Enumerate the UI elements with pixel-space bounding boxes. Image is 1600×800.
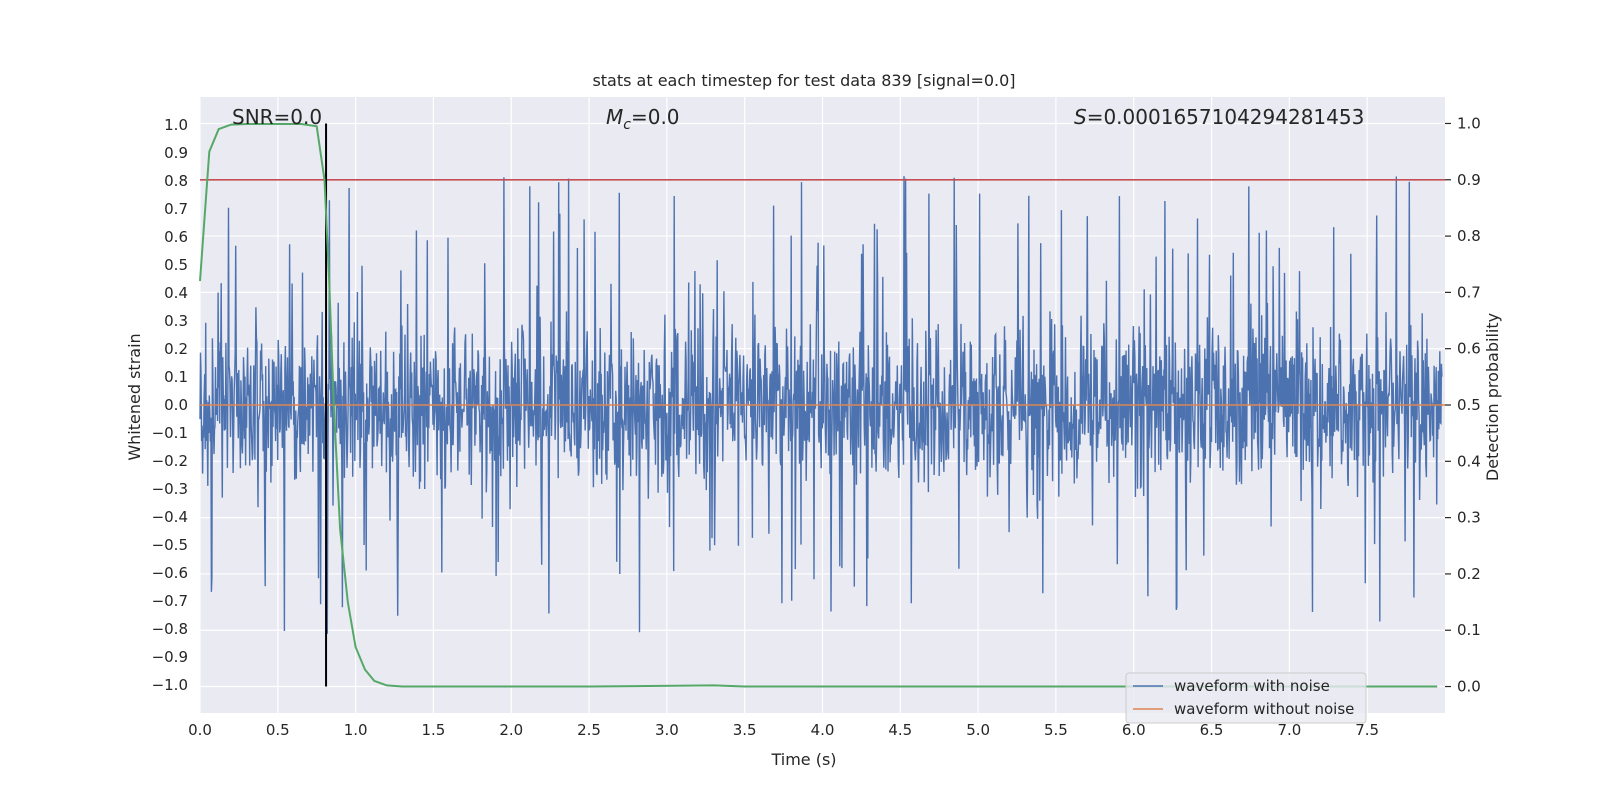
y-tick-label: 0.9 xyxy=(164,144,188,162)
y-tick-label: 0.6 xyxy=(164,228,188,246)
y2-tick-label: 0.5 xyxy=(1457,396,1481,414)
y-tick-label: −0.5 xyxy=(152,536,188,554)
legend: waveform with noise waveform without noi… xyxy=(1125,672,1367,724)
x-tick-label: 4.0 xyxy=(811,721,835,739)
series-waveform-with-noise xyxy=(199,176,1443,634)
mc-annotation: Mc=0.0 xyxy=(606,105,680,133)
y2-tick-label: 0.2 xyxy=(1457,565,1481,583)
y2-tick-label: 0.9 xyxy=(1457,171,1481,189)
y-tick-label: 0.3 xyxy=(164,312,188,330)
y-tick-label: −0.6 xyxy=(152,564,188,582)
y2-axis-label: Detection probability xyxy=(1483,313,1502,481)
x-axis-label: Time (s) xyxy=(770,750,836,769)
mc-subscript: c xyxy=(623,117,631,133)
x-tick-label: 4.5 xyxy=(888,721,912,739)
y-tick-label: 0.5 xyxy=(164,256,188,274)
s-value: =0.0001657104294281453 xyxy=(1087,105,1365,129)
y-tick-label: −1.0 xyxy=(152,676,188,694)
legend-label-noise: waveform with noise xyxy=(1174,677,1330,695)
chart-title: stats at each timestep for test data 839… xyxy=(592,71,1015,90)
snr-annotation: SNR=0.0 xyxy=(232,105,322,129)
x-tick-label: 0.5 xyxy=(266,721,290,739)
x-tick-label: 6.5 xyxy=(1200,721,1224,739)
x-tick-label: 3.5 xyxy=(733,721,757,739)
x-tick-label: 5.5 xyxy=(1044,721,1068,739)
y2-tick-label: 0.0 xyxy=(1457,678,1481,696)
y-tick-label: 0.1 xyxy=(164,368,188,386)
x-tick-label: 2.5 xyxy=(577,721,601,739)
y2-tick-label: 1.0 xyxy=(1457,114,1481,132)
x-tick-label: 6.0 xyxy=(1122,721,1146,739)
y-tick-label: 0.2 xyxy=(164,340,188,358)
y-tick-label: −0.3 xyxy=(152,480,188,498)
x-tick-label: 1.5 xyxy=(422,721,446,739)
x-tick-label: 5.0 xyxy=(966,721,990,739)
x-tick-label: 7.5 xyxy=(1355,721,1379,739)
s-symbol: S xyxy=(1074,105,1087,129)
legend-label-clean: waveform without noise xyxy=(1174,700,1354,718)
mc-value: =0.0 xyxy=(631,105,680,129)
s-annotation: S=0.0001657104294281453 xyxy=(1074,105,1364,129)
y-tick-label: 0.0 xyxy=(164,396,188,414)
x-tick-label: 3.0 xyxy=(655,721,679,739)
y-tick-label: −0.4 xyxy=(152,508,188,526)
y-tick-label: 0.8 xyxy=(164,172,188,190)
mc-symbol: M xyxy=(606,105,623,129)
y-tick-label: −0.8 xyxy=(152,620,188,638)
y2-tick-label: 0.7 xyxy=(1457,283,1481,301)
y-tick-label: 0.7 xyxy=(164,200,188,218)
y2-tick-label: 0.4 xyxy=(1457,452,1481,470)
y2-tick-label: 0.6 xyxy=(1457,340,1481,358)
x-tick-label: 1.0 xyxy=(344,721,368,739)
y2-tick-label: 0.8 xyxy=(1457,227,1481,245)
x-tick-label: 7.0 xyxy=(1277,721,1301,739)
y2-tick-label: 0.3 xyxy=(1457,509,1481,527)
series-detection-probability xyxy=(199,123,1438,688)
y-tick-label: −0.7 xyxy=(152,592,188,610)
y-axis-label: Whitened strain xyxy=(125,333,144,460)
x-tick-label: 0.0 xyxy=(188,721,212,739)
x-tick-label: 2.0 xyxy=(499,721,523,739)
y2-tick-label: 0.1 xyxy=(1457,621,1481,639)
y-tick-label: 0.4 xyxy=(164,284,188,302)
y-tick-label: −0.1 xyxy=(152,424,188,442)
y-tick-label: −0.2 xyxy=(152,452,188,470)
y-tick-label: −0.9 xyxy=(152,648,188,666)
y-tick-label: 1.0 xyxy=(164,116,188,134)
